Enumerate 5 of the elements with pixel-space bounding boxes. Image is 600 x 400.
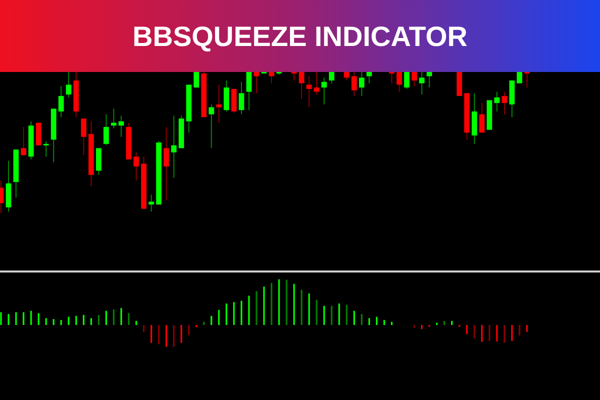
candlestick <box>456 72 462 96</box>
candlestick <box>516 72 522 84</box>
chart-title: BBSQUEEZE INDICATOR <box>132 21 468 52</box>
candlestick <box>194 72 200 88</box>
candlestick <box>36 122 42 146</box>
